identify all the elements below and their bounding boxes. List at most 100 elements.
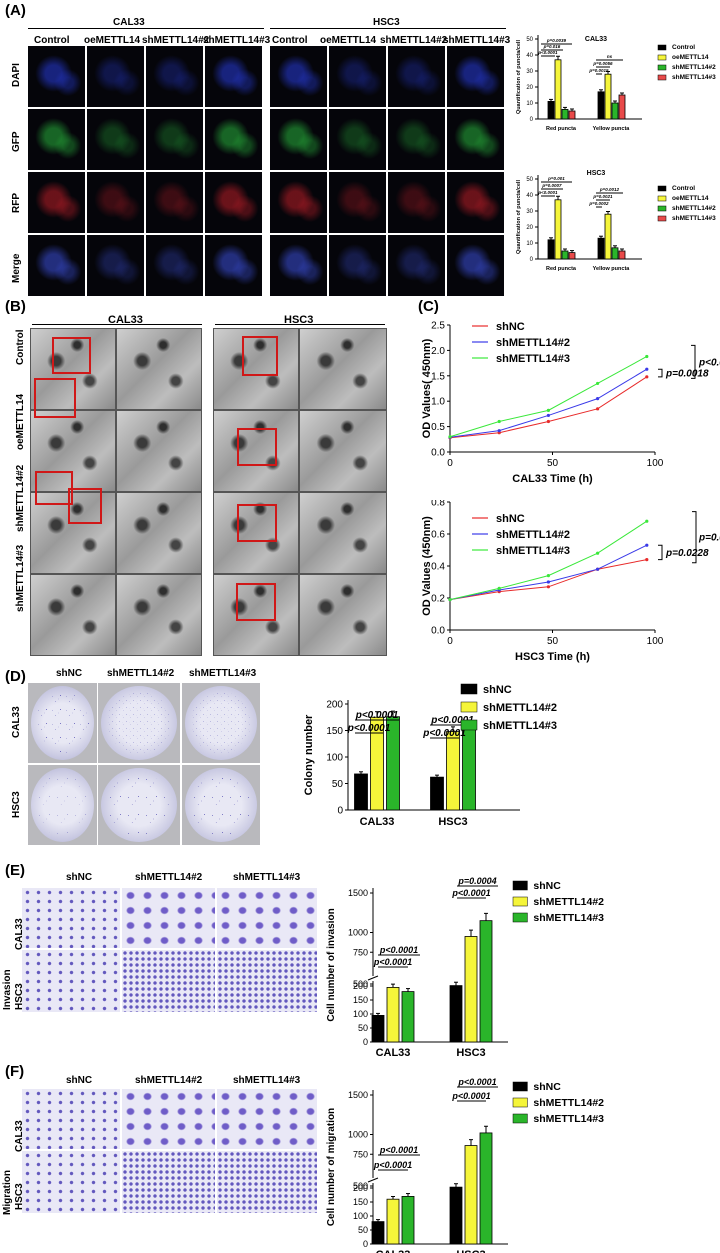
transwell-tile (22, 1089, 120, 1149)
data-point (596, 397, 600, 401)
bar (401, 1196, 415, 1245)
em-tile (116, 574, 202, 656)
zoom-region-box (52, 337, 91, 374)
bar (354, 773, 368, 811)
y-tick-label: 0.6 (431, 530, 445, 541)
transwell-tile (217, 1089, 317, 1149)
y-axis-label: OD Values( 450nm) (421, 338, 433, 438)
bar (568, 252, 576, 260)
y-tick-label: 40 (526, 53, 533, 59)
side-label-migration: Migration (2, 1170, 13, 1215)
legend-label: shNC (496, 513, 525, 525)
bar (464, 1145, 478, 1245)
micrograph-tile (329, 109, 386, 170)
bar (464, 936, 478, 1043)
micrograph-tile (28, 46, 85, 107)
bar (479, 920, 493, 1043)
legend-label: shMETTL14#3 (533, 1113, 604, 1125)
significance-label: p=0.0056 (592, 61, 613, 66)
em-tile (30, 410, 116, 492)
x-tick-label: CAL33 (376, 1249, 411, 1253)
significance-label: p=0.0005 (698, 533, 720, 544)
row-label-dapi: DAPI (11, 63, 22, 87)
significance-label: p=0.0228 (665, 548, 709, 559)
transwell-tile (22, 888, 120, 948)
y-tick-label: 10 (526, 241, 533, 247)
dish-tile (28, 683, 97, 763)
em-tile (30, 328, 116, 410)
legend-label: shMETTL14#2 (496, 529, 570, 541)
y-tick-label: 0 (530, 257, 534, 263)
em-tile (116, 410, 202, 492)
micrograph-tile (28, 172, 85, 233)
data-point (546, 408, 550, 412)
legend-label: shMETTL14#2 (672, 205, 716, 212)
y-tick-label: 100 (353, 1009, 368, 1019)
axis-break-mark (367, 975, 379, 981)
bar (597, 237, 605, 260)
y-tick-label: 50 (358, 1023, 368, 1033)
em-tile (299, 574, 387, 656)
micrograph-tile (205, 46, 262, 107)
x-tick-label: CAL33 (376, 1047, 411, 1059)
y-tick-label: 150 (353, 995, 368, 1005)
micrograph-tile (87, 172, 144, 233)
row-label-merge: Merge (11, 253, 22, 283)
significance-label: p<0.0001 (347, 723, 391, 734)
row-label-gfp: GFP (11, 131, 22, 152)
zoom-region-box (237, 428, 277, 466)
y-tick-label: 0.4 (431, 562, 445, 573)
dish-tile (98, 683, 180, 763)
significance-label: p<0.0001 (373, 957, 412, 967)
data-point (546, 419, 550, 424)
bar (446, 731, 460, 811)
micrograph-tile (388, 172, 445, 233)
legend-label: shMETTL14#2 (533, 1097, 604, 1109)
legend-label: Control (672, 185, 695, 192)
legend-label: shMETTL14#2 (533, 896, 604, 908)
bar (554, 199, 562, 260)
legend-label: shMETTL14#2 (483, 702, 557, 714)
legend-label: shNC (483, 684, 512, 696)
significance-bracket (658, 544, 663, 561)
em-tile (213, 410, 299, 492)
micrograph-tile (146, 235, 203, 296)
data-point (596, 567, 600, 571)
bar (554, 59, 562, 120)
chart-a-hsc3: 0 10 20 30 40 50 Quantification of puncta/cell… (516, 170, 716, 272)
transwell-tile (122, 888, 215, 948)
y-tick-label: 200 (353, 981, 368, 991)
em-tile (30, 574, 116, 656)
x-tick-label: 0 (447, 458, 453, 469)
row-label-d-hsc3: HSC3 (11, 791, 22, 818)
y-tick-label: 20 (526, 85, 533, 91)
data-point (497, 419, 501, 424)
bar (597, 91, 605, 120)
zoom-region-box (237, 504, 277, 542)
significance-label: p<0.0001 (430, 715, 474, 726)
y-tick-label: 30 (526, 209, 533, 215)
x-tick-label: Red puncta (546, 266, 577, 272)
bar (386, 987, 400, 1043)
micrograph-tile (205, 109, 262, 170)
y-axis-label: Colony number (303, 714, 315, 795)
col-label-e-sh2: shMETTL14#2 (135, 872, 203, 883)
micrograph-tile (329, 235, 386, 296)
data-point (596, 551, 600, 555)
x-tick-label: 50 (547, 636, 559, 647)
significance-label: p<0.0001 (451, 1091, 490, 1101)
micrograph-tile (270, 46, 327, 107)
legend-label: shMETTL14#3 (483, 720, 557, 732)
y-tick-label: 30 (526, 69, 533, 75)
bar (449, 1186, 463, 1245)
group-label-b-cal33: CAL33 (108, 314, 143, 326)
y-tick-label: 750 (353, 947, 368, 957)
y-tick-label: 100 (326, 753, 343, 764)
micrograph-tile (87, 235, 144, 296)
em-tile (213, 492, 299, 574)
transwell-tile (122, 950, 215, 1012)
legend-label: shMETTL14#3 (496, 545, 570, 557)
bar (547, 101, 555, 120)
y-tick-label: 100 (353, 1211, 368, 1221)
